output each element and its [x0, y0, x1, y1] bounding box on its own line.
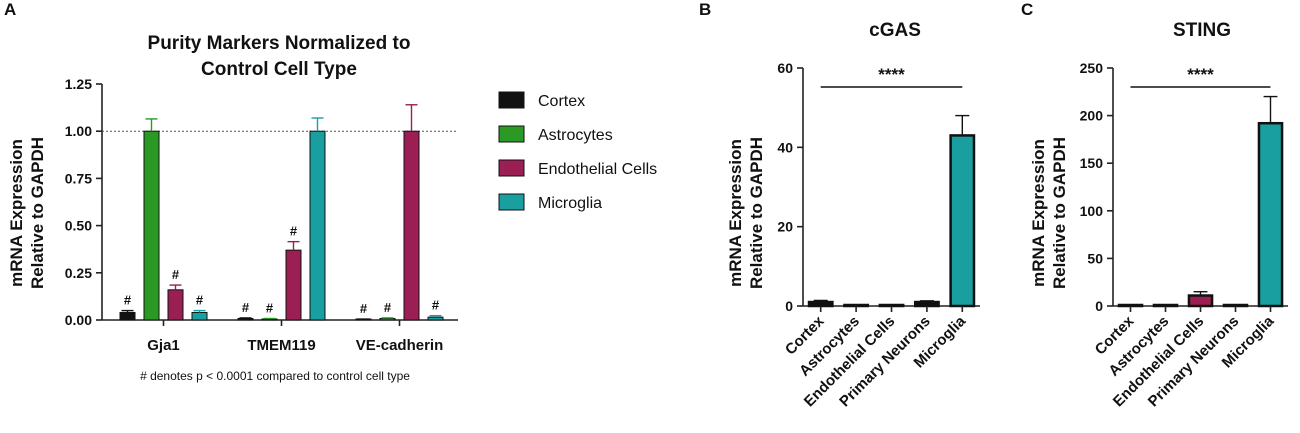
- panel-a-ylabel-line-2: Relative to GAPDH: [28, 137, 47, 289]
- panel-a-y-tick-label: 1.00: [65, 123, 92, 139]
- panel-a-category-label: Gja1: [147, 337, 180, 354]
- panel-c-y-tick-label: 50: [1087, 250, 1103, 266]
- legend-swatch-endothelial-cells: [498, 159, 525, 177]
- panel-a-bar-cortex: [119, 311, 136, 321]
- panel-a-y-tick-label: 1.25: [65, 76, 92, 92]
- panel-a-bar-cortex: [237, 317, 254, 321]
- panel-a-significance-mark: #: [384, 300, 392, 315]
- panel-a-bar-astrocytes: [143, 130, 160, 321]
- panel-a-category-label: TMEM119: [247, 337, 315, 354]
- panel-a-bar-astrocytes: [379, 317, 396, 321]
- panel-c-y-tick-label: 100: [1080, 203, 1104, 219]
- panel-a-significance-mark: #: [290, 224, 298, 239]
- panel-a-significance-mark: #: [172, 267, 180, 282]
- panel-a-y-tick-label: 0.50: [65, 218, 92, 234]
- panel-a-significance-mark: #: [242, 300, 250, 315]
- panel-b-bar-microglia: [949, 134, 976, 308]
- panel-a-bar-endothelial-cells: [285, 249, 302, 321]
- legend-swatch-microglia: [498, 193, 525, 211]
- panel-a-ylabel-line-1: mRNA Expression: [7, 139, 26, 287]
- panel-c-bar-microglia: [1257, 121, 1284, 308]
- panel-a-significance-mark: #: [196, 293, 204, 308]
- panel-a-chart: 0.00 0.25 0.50 0.75 1.00 1.25 Gja1 # # # TMEM119 # #…: [65, 76, 458, 354]
- panel-letter-a: A: [4, 0, 16, 19]
- panel-c-y-tick-label: 200: [1080, 108, 1104, 124]
- panel-a-significance-mark: #: [266, 300, 274, 315]
- panel-b-bar-cortex: [807, 300, 834, 308]
- panel-a-bar-endothelial-cells: [167, 289, 184, 321]
- panel-a-significance-mark: #: [124, 293, 132, 308]
- panel-b-bar-primary-neurons: [913, 300, 940, 308]
- panel-a-y-tick-label: 0.25: [65, 265, 92, 281]
- panel-a-title-line-2: Control Cell Type: [201, 59, 357, 80]
- panel-c-significance-stars: ****: [1187, 65, 1214, 84]
- panel-a-y-tick-label: 0.00: [65, 312, 92, 328]
- panel-b-ylabel-line-1: mRNA Expression: [726, 139, 745, 287]
- panel-a-title-line-1: Purity Markers Normalized to: [148, 33, 411, 54]
- panel-a-footnote: # denotes p < 0.0001 compared to control…: [140, 369, 410, 383]
- panel-a-category-label: VE-cadherin: [356, 337, 444, 354]
- panel-letter-b: B: [699, 0, 711, 19]
- panel-a-legend: Cortex Astrocytes Endothelial Cells Microgl…: [498, 91, 657, 212]
- panel-a-significance-mark: #: [360, 301, 368, 316]
- panel-a-significance-mark: #: [432, 298, 440, 313]
- legend-label-microglia: Microglia: [538, 195, 602, 212]
- panel-b-ylabel-line-2: Relative to GAPDH: [747, 137, 766, 289]
- panel-c-title: STING: [1173, 20, 1231, 41]
- legend-swatch-cortex: [498, 91, 525, 109]
- panel-c-y-tick-label: 250: [1080, 60, 1104, 76]
- panel-c-ylabel-line-2: Relative to GAPDH: [1050, 137, 1069, 289]
- panel-b-y-tick-label: 40: [777, 139, 793, 155]
- panel-b-y-tick-label: 0: [785, 298, 793, 314]
- legend-label-endothelial-cells: Endothelial Cells: [538, 161, 657, 178]
- panel-a-y-tick-label: 0.75: [65, 170, 92, 186]
- panel-a-bar-microglia: [427, 316, 444, 321]
- panel-b-y-tick-label: 20: [777, 219, 793, 235]
- panel-c-bar-endothelial-cells: [1187, 294, 1214, 308]
- panel-b-significance-stars: ****: [878, 65, 905, 84]
- panel-c-ylabel-line-1: mRNA Expression: [1029, 139, 1048, 287]
- panel-a-bar-endothelial-cells: [403, 130, 420, 321]
- panel-c-chart: 050100150200250CortexAstrocytesEndotheli…: [1080, 60, 1288, 410]
- panel-a-bar-microglia: [191, 311, 208, 321]
- legend-label-astrocytes: Astrocytes: [538, 127, 613, 144]
- legend-label-cortex: Cortex: [538, 93, 585, 110]
- panel-b-y-tick-label: 60: [777, 60, 793, 76]
- panel-letter-c: C: [1021, 0, 1033, 19]
- panel-b-title: cGAS: [869, 20, 921, 41]
- legend-swatch-astrocytes: [498, 125, 525, 143]
- panel-c-y-tick-label: 150: [1080, 155, 1104, 171]
- panel-a-bar-microglia: [309, 130, 326, 321]
- panel-c-y-tick-label: 0: [1095, 298, 1103, 314]
